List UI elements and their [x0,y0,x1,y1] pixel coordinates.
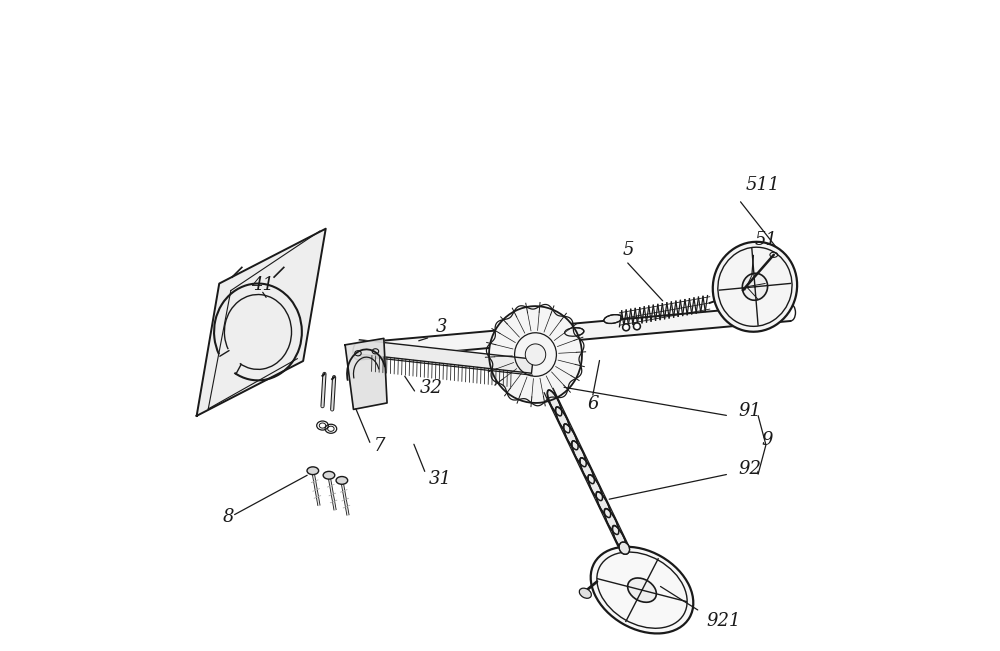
Ellipse shape [323,471,335,479]
Circle shape [623,324,630,331]
Ellipse shape [591,547,693,633]
Polygon shape [544,388,630,553]
Text: 51: 51 [755,231,778,249]
Text: 9: 9 [761,431,773,449]
Circle shape [633,323,640,330]
Text: 32: 32 [419,380,442,397]
Ellipse shape [580,458,594,484]
Ellipse shape [604,314,622,324]
Circle shape [635,324,639,328]
Text: 7: 7 [374,437,386,455]
Ellipse shape [564,424,578,450]
Text: 91: 91 [739,402,762,420]
Ellipse shape [572,441,586,467]
Polygon shape [197,229,326,416]
Ellipse shape [628,578,656,602]
Text: 6: 6 [587,395,599,413]
Ellipse shape [588,475,603,501]
Circle shape [624,326,628,329]
Text: 41: 41 [252,276,275,294]
Ellipse shape [336,477,348,484]
Text: 5: 5 [623,240,634,258]
Text: 31: 31 [429,469,452,488]
Ellipse shape [619,542,630,555]
Ellipse shape [596,492,611,518]
Ellipse shape [579,588,591,598]
Polygon shape [345,339,387,409]
Text: 3: 3 [435,318,447,336]
Ellipse shape [713,242,797,332]
Ellipse shape [604,508,619,534]
Ellipse shape [525,344,546,365]
Polygon shape [357,304,791,359]
Ellipse shape [555,407,570,433]
Ellipse shape [489,306,582,403]
Text: 921: 921 [707,612,741,630]
Text: 8: 8 [222,508,234,527]
Ellipse shape [742,273,768,300]
Text: 511: 511 [745,176,780,194]
Text: 92: 92 [739,460,762,478]
Ellipse shape [547,390,562,416]
Ellipse shape [565,327,584,336]
Ellipse shape [307,467,319,475]
Polygon shape [357,340,533,373]
Ellipse shape [612,525,627,551]
